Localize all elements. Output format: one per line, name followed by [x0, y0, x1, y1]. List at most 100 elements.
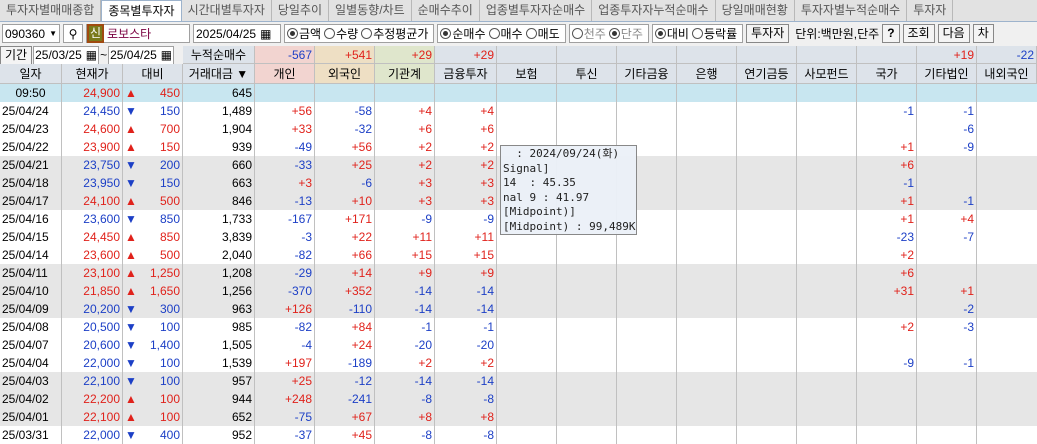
table-row[interactable]: 25/04/09 20,200 ▼ 300 963 +126 -110 -14 -14 -2 — [0, 300, 1037, 318]
cell-거래대금: 652 — [183, 408, 255, 426]
radio-circle-icon — [287, 28, 298, 39]
calendar-icon[interactable]: ▦ — [260, 26, 272, 41]
column-header[interactable]: 외국인 — [315, 64, 375, 84]
cell-기타법인: -3 — [917, 318, 977, 336]
table-row[interactable]: 25/04/08 20,500 ▼ 100 985 -82 +84 -1 -1 +2 -3 — [0, 318, 1037, 336]
column-header[interactable]: 대비 — [123, 64, 183, 84]
table-row[interactable]: 25/04/11 23,100 ▲ 1,250 1,208 -29 +14 +9 +9 +6 — [0, 264, 1037, 282]
help-button[interactable]: ? — [882, 24, 900, 43]
change-cell: ▲ 100 — [123, 390, 183, 408]
cell-일자: 25/04/24 — [0, 102, 62, 120]
column-header[interactable]: 내외국인 — [977, 64, 1037, 84]
cell-국가 — [857, 84, 917, 102]
cell-국가 — [857, 120, 917, 138]
table-row[interactable]: 25/04/14 23,600 ▲ 500 2,040 -82 +66 +15 +15 +2 — [0, 246, 1037, 264]
query-button[interactable]: 조회 — [902, 24, 935, 43]
radio-option[interactable]: 대비 — [654, 25, 689, 42]
column-header[interactable]: 연기금등 — [737, 64, 797, 84]
calendar-icon[interactable]: ▦ — [85, 48, 98, 62]
cell-거래대금: 1,489 — [183, 102, 255, 120]
up-triangle-icon: ▲ — [125, 86, 137, 100]
radio-option[interactable]: 매수 — [488, 25, 523, 42]
column-header[interactable]: 현재가 — [62, 64, 123, 84]
tab-2[interactable]: 시간대별투자자 — [182, 0, 272, 21]
stock-code-select[interactable]: 090360 ▼ — [2, 24, 60, 43]
sort-dropdown-icon[interactable]: ▼ — [232, 67, 249, 81]
investor-button[interactable]: 투자자 — [746, 24, 790, 43]
cell-외국인: +56 — [315, 138, 375, 156]
change-cell: ▲ 1,250 — [123, 264, 183, 282]
cell-연기금등 — [737, 390, 797, 408]
cell-현재가: 22,200 — [62, 390, 123, 408]
radio-option[interactable]: 매도 — [525, 25, 560, 42]
table-row[interactable]: 25/04/03 22,100 ▼ 100 957 +25 -12 -14 -14 — [0, 372, 1037, 390]
table-row[interactable]: 25/04/07 20,600 ▼ 1,400 1,505 -4 +24 -20 -20 — [0, 336, 1037, 354]
tab-10[interactable]: 투자자 — [907, 0, 954, 21]
period-from-field[interactable]: 25/03/25 ▦ — [33, 46, 100, 64]
radio-option[interactable]: 천주 — [571, 25, 606, 42]
cell-국가: +2 — [857, 246, 917, 264]
cell-일자: 25/04/08 — [0, 318, 62, 336]
tab-5[interactable]: 순매수추이 — [412, 0, 480, 21]
tab-6[interactable]: 업종별투자자순매수 — [480, 0, 593, 21]
table-row[interactable]: 25/04/24 24,450 ▼ 150 1,489 +56 -58 +4 +4 -1 -1 — [0, 102, 1037, 120]
tab-4[interactable]: 일별동향/차트 — [329, 0, 412, 21]
stock-name-field[interactable]: 신 로보스타 — [86, 24, 190, 43]
cell-은행 — [677, 102, 737, 120]
table-row[interactable]: 25/04/04 22,000 ▼ 100 1,539 +197 -189 +2 +2 -9 -1 — [0, 354, 1037, 372]
tab-9[interactable]: 투자자별누적순매수 — [795, 0, 908, 21]
column-label: 금융투자 — [443, 67, 488, 81]
search-icon[interactable]: ⚲ — [63, 24, 83, 43]
radio-option[interactable]: 등락률 — [691, 25, 737, 42]
cell-기타법인: -1 — [917, 192, 977, 210]
radio-option[interactable]: 수량 — [324, 25, 358, 42]
column-header[interactable]: 거래대금 ▼ — [183, 64, 255, 84]
cell-국가: -1 — [857, 174, 917, 192]
change-value: 1,400 — [149, 338, 180, 352]
column-header[interactable]: 보험 — [497, 64, 557, 84]
change-value: 1,250 — [149, 266, 180, 280]
period-to-field[interactable]: 25/04/25 ▦ — [108, 46, 175, 64]
change-value: 400 — [159, 428, 180, 442]
column-header[interactable]: 국가 — [857, 64, 917, 84]
table-row[interactable]: 25/03/31 22,000 ▼ 400 952 -37 +45 -8 -8 — [0, 426, 1037, 444]
column-header[interactable]: 기타법인 — [917, 64, 977, 84]
cell-금융투자: +2 — [435, 156, 497, 174]
column-header[interactable]: 은행 — [677, 64, 737, 84]
column-header[interactable]: 사모펀드 — [797, 64, 857, 84]
tab-7[interactable]: 업종투자자누적순매수 — [592, 0, 716, 21]
cell-연기금등 — [737, 120, 797, 138]
date-field[interactable]: 2025/04/25 ▦ — [193, 24, 281, 43]
table-row[interactable]: 09:50 24,900 ▲ 450 645 — [0, 84, 1037, 102]
cell-기관계: +15 — [375, 246, 435, 264]
tab-1[interactable]: 종목별투자자 — [101, 0, 182, 21]
table-row[interactable]: 25/04/15 24,450 ▲ 850 3,839 -3 +22 +11 +11 -23 -7 — [0, 228, 1037, 246]
column-header[interactable]: 기타금융 — [617, 64, 677, 84]
cell-일자: 25/04/03 — [0, 372, 62, 390]
radio-option[interactable]: 추정평균가 — [361, 25, 428, 42]
column-header[interactable]: 투신 — [557, 64, 617, 84]
chart-button[interactable]: 차 — [972, 24, 994, 43]
radio-option[interactable]: 순매수 — [440, 25, 486, 42]
table-row[interactable]: 25/04/23 24,600 ▲ 700 1,904 +33 -32 +6 +6 -6 — [0, 120, 1037, 138]
table-row[interactable]: 25/04/10 21,850 ▲ 1,650 1,256 -370 +352 -14 -14 +… — [0, 282, 1037, 300]
radio-option[interactable]: 단주 — [608, 25, 643, 42]
table-row[interactable]: 25/04/01 22,100 ▲ 100 652 -75 +67 +8 +8 — [0, 408, 1037, 426]
column-header[interactable]: 일자 — [0, 64, 62, 84]
tab-3[interactable]: 당일추이 — [272, 0, 330, 21]
share-unit-radios: 천주 단주 — [568, 24, 649, 43]
table-row[interactable]: 25/04/02 22,200 ▲ 100 944 +248 -241 -8 -8 — [0, 390, 1037, 408]
next-button[interactable]: 다음 — [937, 24, 970, 43]
column-header[interactable]: 개인 — [255, 64, 315, 84]
radio-option[interactable]: 금액 — [287, 25, 321, 42]
cell-일자: 25/04/01 — [0, 408, 62, 426]
tab-8[interactable]: 당일매매현황 — [716, 0, 795, 21]
cell-거래대금: 1,539 — [183, 354, 255, 372]
radio-label: 매수 — [500, 27, 523, 41]
tilde: ~ — [100, 48, 108, 62]
column-header[interactable]: 기관계 — [375, 64, 435, 84]
calendar-icon[interactable]: ▦ — [160, 48, 173, 62]
cell-기타법인: -1 — [917, 102, 977, 120]
tab-0[interactable]: 투자자별매매종합 — [0, 0, 102, 21]
column-header[interactable]: 금융투자 — [435, 64, 497, 84]
